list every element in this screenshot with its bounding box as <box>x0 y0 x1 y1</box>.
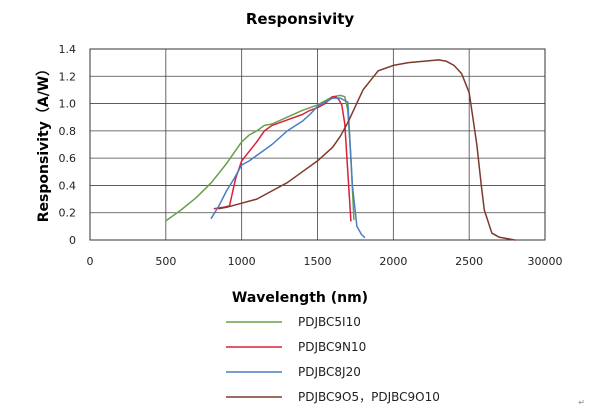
y-tick-labels: 0 0.2 0.4 0.6 0.8 1.0 1.2 1.4 <box>59 43 77 247</box>
grid-lines <box>90 49 545 240</box>
series-line-1 <box>165 94 355 222</box>
y-tick-label: 0.2 <box>59 207 77 220</box>
x-tick-label: 1000 <box>228 255 256 268</box>
legend-label: PDJBC9N10 <box>298 340 366 354</box>
return-mark: ↵ <box>578 398 585 407</box>
x-tick-label: 0 <box>87 255 94 268</box>
legend-label: PDJBC9O5，PDJBC9O10 <box>298 390 440 404</box>
series-line-3 <box>210 97 366 239</box>
x-tick-labels: 0 500 1000 1500 2000 2500 30000 <box>87 255 563 268</box>
x-tick-label: 500 <box>155 255 176 268</box>
x-axis-label: Wavelength (nm) <box>232 290 368 306</box>
series-lines <box>165 59 516 241</box>
y-tick-label: 1.2 <box>59 70 77 83</box>
x-tick-label: 2500 <box>455 255 483 268</box>
x-tick-label: 1500 <box>304 255 332 268</box>
plot-frame <box>89 48 546 241</box>
x-tick-label: 30000 <box>528 255 563 268</box>
y-tick-label: 0 <box>69 234 76 247</box>
legend-label: PDJBC8J20 <box>298 365 361 379</box>
y-tick-label: 1.4 <box>59 43 77 56</box>
y-tick-label: 0.8 <box>59 125 77 138</box>
y-tick-label: 0.6 <box>59 152 77 165</box>
chart-title: Responsivity <box>246 10 355 28</box>
series-line-4 <box>218 59 516 241</box>
series-line-2 <box>213 95 352 222</box>
x-tick-label: 2000 <box>379 255 407 268</box>
y-tick-label: 0.4 <box>59 179 77 192</box>
y-axis-label: Responsivity（A/W） <box>36 62 52 222</box>
legend: PDJBC5I10 PDJBC9N10 PDJBC8J20 PDJBC9O5，PDJB… <box>226 315 440 404</box>
y-tick-label: 1.0 <box>59 98 77 111</box>
legend-label: PDJBC5I10 <box>298 315 361 329</box>
